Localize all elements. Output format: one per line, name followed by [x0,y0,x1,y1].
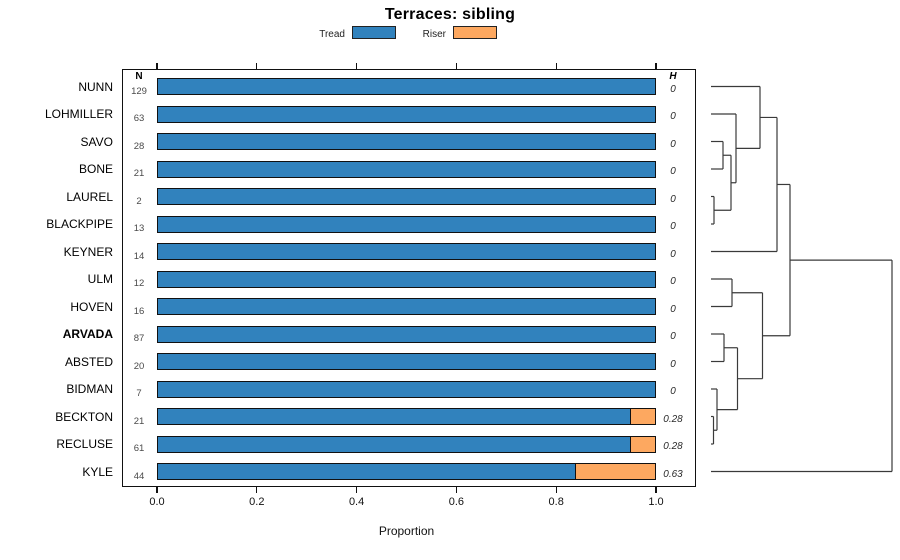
bar-segment-riser [630,435,656,453]
legend-label-tread: Tread [319,29,345,40]
row-n-value: 21 [133,168,145,179]
row-h-value: 0 [670,386,676,397]
row-n-value: 7 [136,388,142,399]
bar-segment-tread [157,78,656,95]
x-tick-label: 0.0 [149,496,165,508]
row-label: LOHMILLER [44,107,113,121]
x-tick-label: 0.2 [249,496,265,508]
plot-panel [122,69,696,487]
row-n-value: 14 [133,250,145,262]
bar-segment-tread [157,408,632,425]
row-n-value: 13 [133,223,145,234]
n-column-header: N [135,71,143,82]
bar-segment-tread [157,298,656,315]
x-tick-bottom [356,487,358,493]
bar-segment-tread [157,243,656,260]
bar-segment-tread [157,353,656,370]
row-h-value: 0 [670,221,676,232]
bar-segment-tread [157,380,656,398]
bar-segment-tread [157,325,656,343]
row-n-value: 61 [133,443,145,454]
bar-segment-tread [157,215,656,233]
x-tick-label: 0.4 [348,496,365,508]
row-n-value: 44 [133,470,145,482]
bar-segment-tread [157,133,656,150]
row-n-value: 21 [133,415,145,427]
legend-label-riser: Riser [422,29,446,40]
bar-segment-tread [157,188,656,205]
row-h-value: 0 [670,276,676,287]
x-tick-top [256,63,258,69]
row-label: BONE [78,162,113,176]
row-label: KYLE [82,464,113,479]
row-h-value: 0 [670,166,676,177]
row-label: KEYNER [63,244,113,259]
x-tick-bottom [156,487,158,493]
bar-segment-tread [157,270,656,288]
row-n-value: 63 [133,113,145,124]
row-n-value: 87 [133,333,145,344]
bar-segment-tread [157,463,577,480]
bar-segment-riser [575,463,656,480]
row-h-value: 0 [670,193,676,205]
x-tick-label: 1.0 [648,496,664,508]
row-n-value: 12 [133,278,145,289]
row-n-value: 129 [131,85,147,97]
x-tick-bottom [655,487,657,493]
x-tick-bottom [455,487,458,493]
x-tick-top [356,63,358,69]
row-h-value: 0 [670,83,676,95]
row-h-value: 0 [670,358,676,370]
row-h-value: 0 [670,138,676,150]
x-axis-label: Proportion [378,524,435,538]
row-label: BECKTON [55,409,113,424]
row-h-value: 0.28 [663,441,683,452]
row-label: LAUREL [66,189,113,204]
bar-segment-tread [157,435,632,453]
x-tick-top [156,63,158,69]
row-n-value: 2 [136,195,142,207]
row-h-value: 0.63 [663,468,683,480]
row-h-value: 0 [670,111,676,122]
h-column-header: H [669,71,677,82]
row-label: ABSTED [64,354,113,369]
row-label: NUNN [78,79,113,94]
row-label: BLACKPIPE [46,217,113,231]
x-tick-label: 0.8 [548,496,564,508]
x-tick-bottom [555,487,557,493]
legend-swatch-riser [453,26,497,39]
row-label: ULM [87,272,113,286]
x-tick-top [455,63,458,69]
bar-segment-riser [630,408,656,425]
x-tick-label: 0.6 [448,496,465,508]
row-label: ARVADA [62,327,113,341]
row-n-value: 20 [133,360,145,372]
chart-title: Terraces: sibling [384,6,516,23]
row-label: HOVEN [70,299,113,314]
legend-swatch-tread [352,26,396,39]
row-h-value: 0.28 [663,413,683,425]
x-tick-bottom [256,487,258,493]
row-n-value: 16 [133,305,145,317]
bar-segment-tread [157,105,656,123]
x-tick-top [655,63,657,69]
row-h-value: 0 [670,303,676,315]
row-label: RECLUSE [56,437,113,451]
bar-segment-tread [157,160,656,178]
row-h-value: 0 [670,248,676,260]
row-label: BIDMAN [66,382,113,396]
row-h-value: 0 [670,331,676,342]
row-label: SAVO [80,134,113,149]
row-n-value: 28 [133,140,145,152]
x-tick-top [555,63,557,69]
